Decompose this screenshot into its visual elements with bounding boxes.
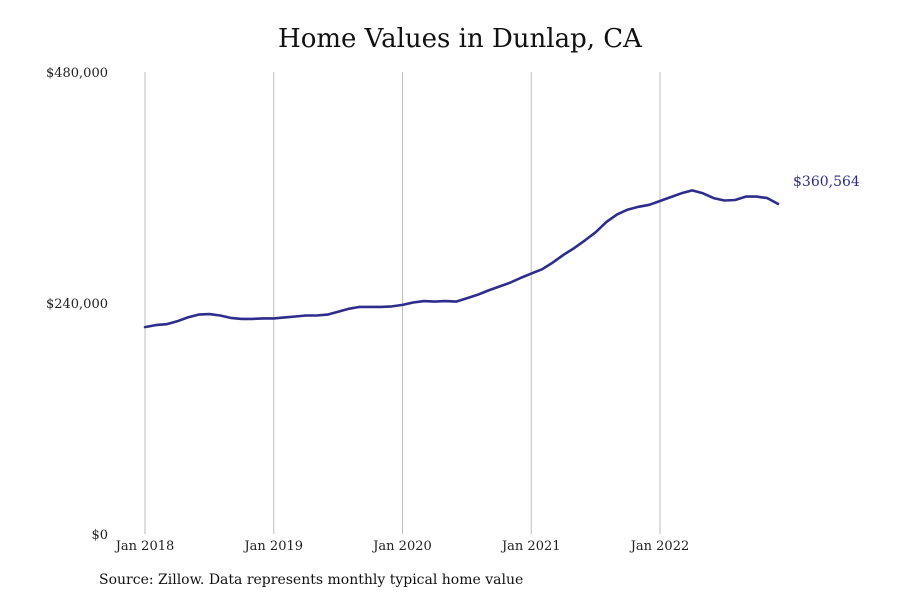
y-tick-label: $480,000 — [46, 66, 108, 81]
x-tick-label: Jan 2022 — [629, 539, 690, 554]
last-value-label: $360,564 — [793, 174, 860, 190]
x-tick-label: Jan 2019 — [242, 539, 303, 554]
home-value-line — [143, 189, 780, 329]
chart-title: Home Values in Dunlap, CA — [278, 24, 642, 54]
source-note: Source: Zillow. Data represents monthly … — [99, 572, 524, 588]
x-tick-label: Jan 2020 — [371, 539, 432, 554]
x-tick-label: Jan 2021 — [500, 539, 561, 554]
y-tick-label: $0 — [91, 528, 108, 543]
gridlines — [144, 72, 661, 534]
y-axis-ticks: $0 $240,000 $480,000 — [46, 66, 108, 543]
y-tick-label: $240,000 — [46, 297, 108, 312]
x-axis-ticks: Jan 2018 Jan 2019 Jan 2020 Jan 2021 Jan 2022 — [114, 539, 690, 554]
x-tick-label: Jan 2018 — [114, 539, 175, 554]
